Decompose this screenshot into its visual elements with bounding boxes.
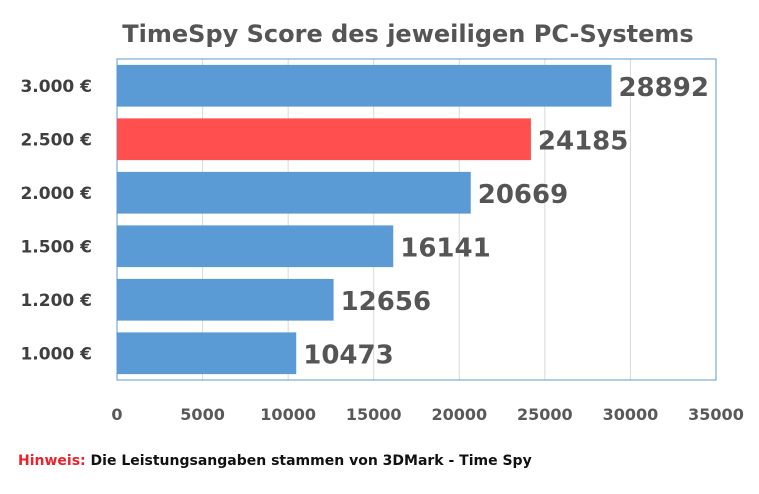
bar-value-label: 12656: [341, 287, 431, 317]
category-axis: 3.000 € 2.500 € 2.000 € 1.500 € 1.200 € 1.000…: [20, 77, 92, 365]
bar-value-label: 20669: [478, 180, 568, 210]
x-tick-label: 10000: [260, 405, 316, 424]
gridlines: [116, 59, 717, 380]
bar: [117, 332, 297, 375]
value-axis: 0 5000 10000 15000 20000 25000 30000 35000: [111, 405, 743, 424]
source-note-text: Die Leistungsangaben stammen von 3DMark …: [85, 453, 532, 469]
x-tick-label: 25000: [517, 405, 573, 424]
x-tick-label: 0: [111, 405, 122, 424]
bar: [117, 225, 394, 268]
x-tick-label: 20000: [431, 405, 487, 424]
source-note-key: Hinweis:: [18, 453, 86, 469]
bar: [117, 278, 334, 321]
bar: [117, 171, 471, 214]
chart-title: TimeSpy Score des jeweiligen PC-Systems: [122, 20, 693, 48]
bar: [117, 64, 612, 107]
x-tick-label: 30000: [603, 405, 659, 424]
x-tick-label: 15000: [346, 405, 402, 424]
source-note: Hinweis: Die Leistungsangaben stammen vo…: [18, 453, 532, 469]
bar-series: 28892 24185 20669 16141 12656 10473: [117, 64, 709, 375]
bar-value-label: 24185: [538, 126, 628, 156]
category-label: 1.200 €: [20, 291, 92, 311]
category-label: 3.000 €: [20, 77, 92, 97]
plot-frame: [116, 58, 717, 381]
category-label: 1.000 €: [20, 344, 92, 364]
bar-value-label: 28892: [618, 73, 708, 103]
x-tick-label: 35000: [688, 405, 744, 424]
x-tick-label: 5000: [180, 405, 225, 424]
category-label: 2.500 €: [20, 130, 92, 150]
bar-value-label: 16141: [400, 233, 490, 263]
bar: [117, 118, 531, 161]
category-label: 1.500 €: [20, 237, 92, 257]
category-label: 2.000 €: [20, 184, 92, 204]
bar-value-label: 10473: [303, 340, 393, 370]
